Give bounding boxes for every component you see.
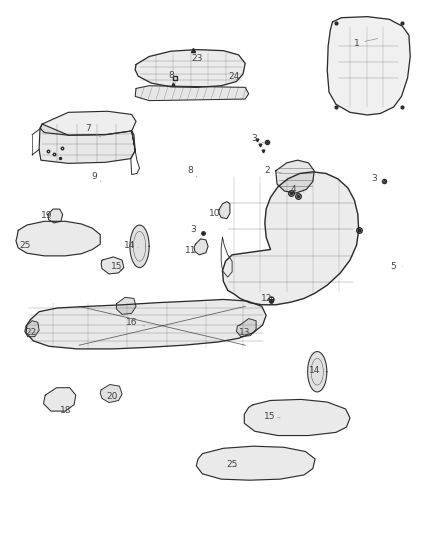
Polygon shape	[48, 209, 63, 223]
Text: 15: 15	[264, 412, 280, 421]
Polygon shape	[196, 446, 315, 480]
Text: 11: 11	[185, 246, 196, 255]
Polygon shape	[39, 124, 135, 164]
Text: 24: 24	[229, 71, 240, 80]
Text: 25: 25	[19, 241, 30, 250]
Text: 15: 15	[111, 262, 122, 271]
Polygon shape	[40, 111, 136, 135]
Text: 20: 20	[106, 392, 118, 401]
Polygon shape	[327, 17, 410, 115]
Text: 8: 8	[168, 70, 175, 83]
Polygon shape	[130, 225, 149, 268]
Text: 3: 3	[371, 174, 385, 183]
Polygon shape	[135, 86, 249, 101]
Text: 8: 8	[188, 166, 197, 177]
Polygon shape	[100, 384, 122, 402]
Text: 18: 18	[60, 406, 72, 415]
Text: 14: 14	[309, 366, 321, 375]
Text: 19: 19	[41, 212, 52, 221]
Text: 9: 9	[92, 172, 101, 181]
Text: 2: 2	[264, 166, 282, 175]
Text: 3: 3	[190, 225, 201, 235]
Polygon shape	[43, 387, 76, 411]
Polygon shape	[276, 160, 314, 193]
Text: 14: 14	[124, 241, 138, 250]
Polygon shape	[16, 221, 100, 256]
Text: 22: 22	[26, 328, 37, 337]
Polygon shape	[219, 201, 230, 219]
Polygon shape	[117, 297, 136, 314]
Polygon shape	[244, 399, 350, 435]
Text: 12: 12	[261, 294, 273, 303]
Text: 7: 7	[85, 124, 101, 138]
Text: 3: 3	[251, 134, 265, 143]
Polygon shape	[237, 319, 256, 337]
Polygon shape	[223, 172, 359, 305]
Text: 16: 16	[126, 318, 145, 327]
Text: 23: 23	[191, 54, 203, 62]
Text: 1: 1	[353, 38, 378, 48]
Polygon shape	[26, 300, 266, 349]
Polygon shape	[25, 321, 39, 337]
Text: 4: 4	[290, 185, 304, 194]
Polygon shape	[135, 50, 245, 87]
Text: 13: 13	[240, 328, 251, 337]
Polygon shape	[194, 239, 208, 255]
Text: 10: 10	[209, 209, 223, 218]
Text: 25: 25	[226, 460, 238, 469]
Polygon shape	[307, 352, 327, 392]
Polygon shape	[101, 257, 124, 274]
Text: 5: 5	[391, 262, 403, 271]
